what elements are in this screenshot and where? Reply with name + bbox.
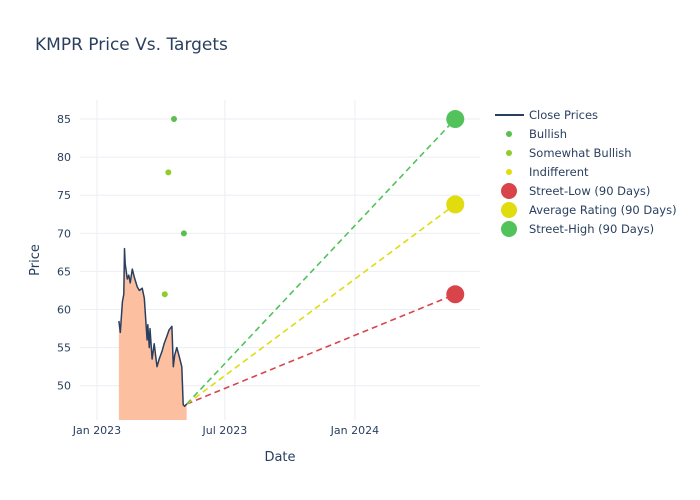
analyst-rating-point: [180, 230, 187, 237]
y-tick-label: 65: [57, 265, 71, 278]
legend-label: Street-Low (90 Days): [529, 184, 650, 198]
average-rating-target-line: [186, 203, 456, 405]
y-tick-label: 55: [57, 342, 71, 355]
analyst-rating-point: [170, 116, 177, 123]
y-tick-label: 80: [57, 151, 71, 164]
analyst-rating-point: [165, 169, 172, 176]
legend-label: Indifferent: [529, 165, 589, 179]
x-axis-title: Date: [264, 450, 295, 465]
legend-label: Bullish: [529, 127, 567, 141]
y-tick-label: 50: [57, 380, 71, 393]
street-high-target-line: [186, 118, 456, 405]
legend-label: Street-High (90 Days): [529, 222, 654, 236]
chart-title: KMPR Price Vs. Targets: [35, 35, 228, 55]
legend-label: Somewhat Bullish: [529, 146, 632, 160]
legend-street-low-symbol: [501, 183, 517, 199]
legend-average-rating-symbol: [501, 202, 517, 218]
x-tick-label: Jan 2023: [72, 424, 121, 437]
analyst-rating-points: [161, 116, 187, 298]
legend-somewhat-bullish-symbol: [506, 150, 512, 156]
street-low-target-line: [186, 293, 456, 405]
x-axis-ticks: Jan 2023 Jul 2023 Jan 2024: [72, 424, 379, 437]
y-tick-label: 85: [57, 113, 71, 126]
target-lines: [186, 118, 456, 405]
legend-indifferent-symbol: [506, 169, 512, 175]
close-price-area: [118, 248, 187, 420]
y-axis-ticks: 50 55 60 65 70 75 80 85: [57, 113, 71, 393]
y-axis-title: Price: [28, 244, 43, 276]
x-tick-label: Jan 2024: [330, 424, 379, 437]
legend-street-high-symbol: [501, 221, 517, 237]
close-price-line: [118, 247, 188, 408]
legend: Close Prices Bullish Somewhat Bullish Indif…: [495, 108, 677, 237]
legend-label: Close Prices: [529, 108, 598, 122]
average-rating-target-marker: [446, 195, 465, 214]
legend-bullish-symbol: [506, 131, 512, 137]
x-tick-label: Jul 2023: [201, 424, 247, 437]
y-tick-label: 75: [57, 189, 71, 202]
y-tick-label: 70: [57, 227, 71, 240]
street-low-target-marker: [446, 285, 465, 304]
target-markers: [446, 110, 465, 304]
area-fill-layer: [118, 248, 187, 420]
street-high-target-marker: [446, 110, 465, 129]
legend-label: Average Rating (90 Days): [529, 203, 677, 217]
y-tick-label: 60: [57, 304, 71, 317]
close-price-layer: [118, 247, 188, 408]
analyst-rating-point: [161, 291, 168, 298]
